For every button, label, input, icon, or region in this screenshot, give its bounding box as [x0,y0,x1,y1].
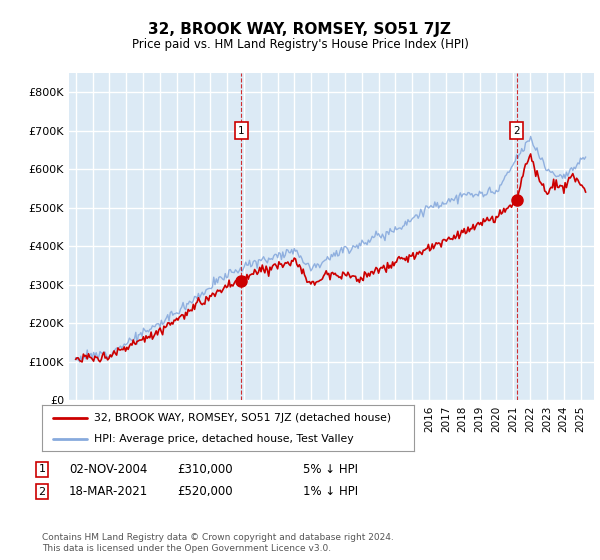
Text: 1: 1 [38,464,46,474]
Text: 32, BROOK WAY, ROMSEY, SO51 7JZ (detached house): 32, BROOK WAY, ROMSEY, SO51 7JZ (detache… [94,413,391,423]
Text: Price paid vs. HM Land Registry's House Price Index (HPI): Price paid vs. HM Land Registry's House … [131,38,469,51]
Text: 1% ↓ HPI: 1% ↓ HPI [303,485,358,498]
Text: Contains HM Land Registry data © Crown copyright and database right 2024.
This d: Contains HM Land Registry data © Crown c… [42,533,394,553]
Text: £310,000: £310,000 [177,463,233,476]
Text: 32, BROOK WAY, ROMSEY, SO51 7JZ: 32, BROOK WAY, ROMSEY, SO51 7JZ [149,22,452,38]
Text: 2: 2 [38,487,46,497]
Text: 5% ↓ HPI: 5% ↓ HPI [303,463,358,476]
Text: 18-MAR-2021: 18-MAR-2021 [69,485,148,498]
Text: £520,000: £520,000 [177,485,233,498]
Text: 02-NOV-2004: 02-NOV-2004 [69,463,148,476]
Text: HPI: Average price, detached house, Test Valley: HPI: Average price, detached house, Test… [94,435,354,444]
Text: 1: 1 [238,125,244,136]
Text: 2: 2 [513,125,520,136]
